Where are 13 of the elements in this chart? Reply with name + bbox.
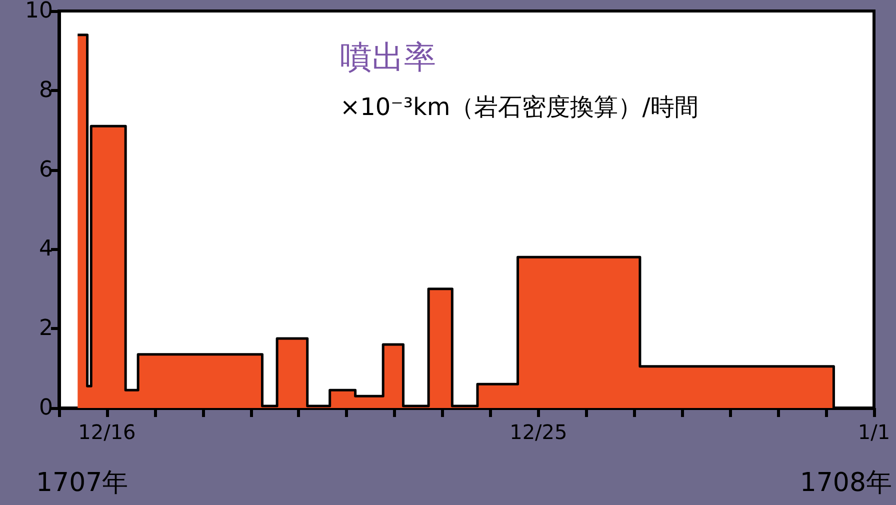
x-tick-label: 12/16 [78,420,136,444]
text: 1708年 [800,468,892,498]
y-tick-label: 0 [39,396,53,420]
y-tick-label: 2 [39,316,53,342]
y-tick-label: 4 [39,236,53,262]
text: ×10⁻³km（岩石密度換算）/時間 [340,93,698,121]
y-tick-label: 6 [39,157,53,182]
y-tick-label: 8 [39,78,53,103]
text: 1707年 [36,468,128,498]
x-tick-label: 1/1 [858,420,890,444]
text: 噴出率 [340,38,436,76]
x-tick-label: 12/25 [510,420,568,444]
y-tick-label: 10 [25,0,53,24]
